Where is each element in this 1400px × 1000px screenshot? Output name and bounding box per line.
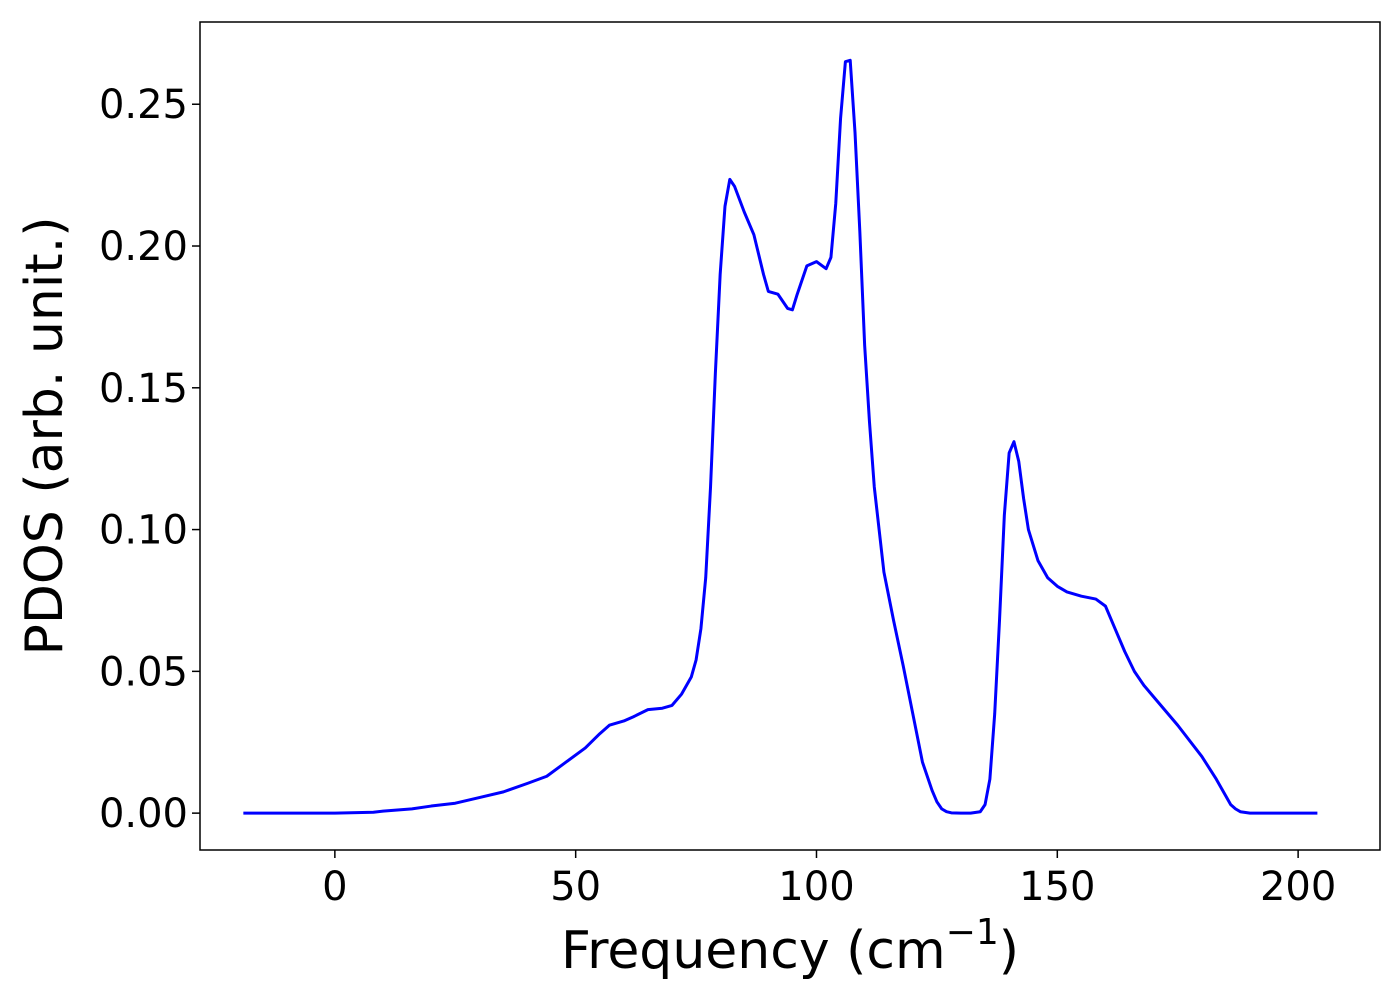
x-tick-label: 150 bbox=[1019, 864, 1095, 910]
x-axis-ticks: 0 50 100 150 200 bbox=[322, 850, 1336, 910]
y-tick-label: 0.05 bbox=[99, 649, 188, 695]
y-tick-label: 0.10 bbox=[99, 508, 188, 554]
y-tick-label: 0.00 bbox=[99, 791, 188, 837]
pdos-series-line bbox=[243, 58, 1318, 815]
y-tick-label: 0.20 bbox=[99, 224, 188, 270]
x-axis-label-close: ) bbox=[999, 921, 1019, 981]
x-tick-label: 50 bbox=[550, 864, 601, 910]
x-axis-label: Frequency (cm−1) bbox=[561, 912, 1019, 981]
y-axis-ticks: 0.00 0.05 0.10 0.15 0.20 0.25 bbox=[99, 82, 200, 837]
x-tick-label: 200 bbox=[1260, 864, 1336, 910]
y-tick-label: 0.25 bbox=[99, 82, 188, 128]
x-tick-label: 0 bbox=[322, 864, 347, 910]
plot-area bbox=[199, 21, 1381, 851]
x-axis-label-main: Frequency (cm bbox=[561, 921, 946, 981]
x-axis-label-exponent: −1 bbox=[946, 912, 999, 953]
y-tick-label: 0.15 bbox=[99, 366, 188, 412]
y-axis-label: PDOS (arb. unit.) bbox=[15, 216, 75, 655]
x-tick-label: 100 bbox=[778, 864, 854, 910]
